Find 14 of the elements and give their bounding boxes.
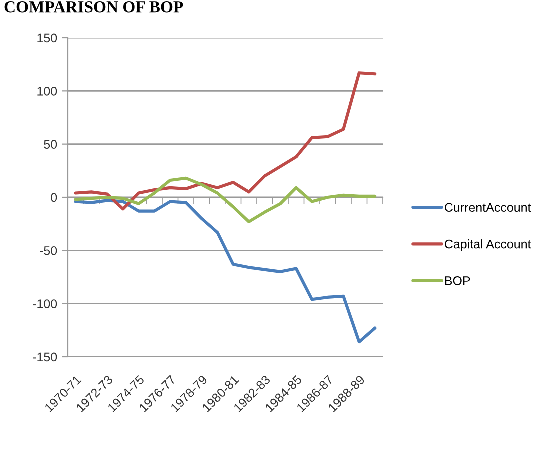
- line-series: [74, 72, 377, 211]
- y-tick-label: -50: [40, 246, 58, 256]
- chart-title: COMPARISON OF BOP: [4, 2, 184, 13]
- legend-label: CurrentAccount: [445, 203, 532, 212]
- legend-label: Capital Account: [445, 240, 532, 252]
- line-series: [74, 199, 377, 344]
- y-tick-label: -150: [33, 352, 58, 362]
- y-tick-label: 150: [38, 34, 58, 43]
- y-tick-label: -100: [33, 300, 58, 308]
- legend-label: BOP: [445, 276, 470, 286]
- y-tick-label: 50: [44, 140, 58, 149]
- y-tick-label: 100: [38, 86, 58, 96]
- line-series: [74, 176, 377, 224]
- y-tick-label: 0: [51, 193, 58, 202]
